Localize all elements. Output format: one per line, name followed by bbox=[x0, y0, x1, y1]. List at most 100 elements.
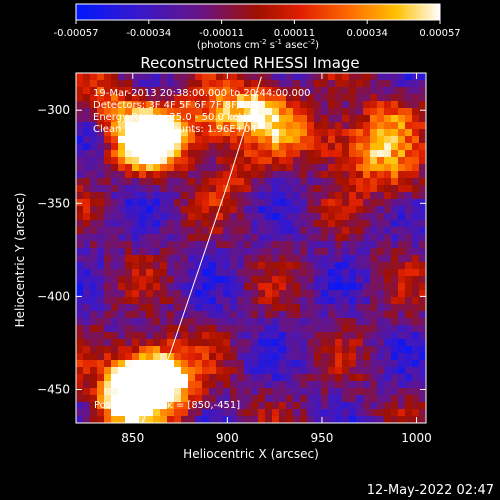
heatmap-cell bbox=[356, 129, 364, 137]
heatmap-cell bbox=[398, 353, 406, 361]
heatmap-cell bbox=[167, 227, 175, 235]
heatmap-cell bbox=[97, 115, 105, 123]
heatmap-cell bbox=[314, 269, 322, 277]
heatmap-cell bbox=[300, 108, 308, 116]
heatmap-cell bbox=[90, 276, 98, 284]
heatmap-cell bbox=[118, 248, 126, 256]
heatmap-cell bbox=[335, 360, 343, 368]
heatmap-cell bbox=[398, 297, 406, 305]
heatmap-cell bbox=[132, 283, 140, 291]
heatmap-cell bbox=[188, 129, 196, 137]
heatmap-cell bbox=[202, 262, 210, 270]
heatmap-cell bbox=[251, 87, 259, 95]
heatmap-cell bbox=[356, 185, 364, 193]
heatmap-cell bbox=[104, 101, 112, 109]
heatmap-cell bbox=[356, 409, 364, 417]
heatmap-cell bbox=[321, 248, 329, 256]
heatmap-cell bbox=[286, 332, 294, 340]
heatmap-cell bbox=[419, 157, 426, 165]
heatmap-cell bbox=[349, 402, 357, 410]
heatmap-cell bbox=[90, 381, 98, 389]
heatmap-cell bbox=[265, 283, 273, 291]
heatmap-cell bbox=[412, 325, 420, 333]
heatmap-cell bbox=[244, 318, 252, 326]
heatmap-cell bbox=[104, 381, 112, 389]
heatmap-cell bbox=[405, 416, 413, 423]
heatmap-cell bbox=[300, 339, 308, 347]
heatmap-cell bbox=[398, 409, 406, 417]
heatmap-cell bbox=[139, 402, 147, 410]
heatmap-cell bbox=[230, 255, 238, 263]
heatmap-cell bbox=[314, 339, 322, 347]
heatmap-cell bbox=[146, 255, 154, 263]
heatmap-cell bbox=[244, 241, 252, 249]
heatmap-cell bbox=[153, 374, 161, 382]
heatmap-cell bbox=[412, 220, 420, 228]
heatmap-cell bbox=[132, 171, 140, 179]
heatmap-cell bbox=[188, 409, 196, 417]
heatmap-cell bbox=[356, 374, 364, 382]
heatmap-cell bbox=[76, 108, 84, 116]
heatmap-cell bbox=[195, 283, 203, 291]
heatmap-cell bbox=[419, 220, 426, 228]
heatmap-cell bbox=[209, 227, 217, 235]
heatmap-cell bbox=[370, 178, 378, 186]
heatmap-cell bbox=[237, 332, 245, 340]
heatmap-cell bbox=[377, 164, 385, 172]
heatmap-cell bbox=[251, 164, 259, 172]
heatmap-cell bbox=[321, 339, 329, 347]
heatmap-cell bbox=[153, 255, 161, 263]
heatmap-cell bbox=[419, 185, 426, 193]
heatmap-cell bbox=[307, 178, 315, 186]
heatmap-cell bbox=[405, 241, 413, 249]
heatmap-cell bbox=[412, 101, 420, 109]
heatmap-cell bbox=[286, 73, 294, 81]
heatmap-cell bbox=[216, 255, 224, 263]
heatmap-cell bbox=[272, 157, 280, 165]
heatmap-cell bbox=[195, 248, 203, 256]
heatmap-cell bbox=[321, 206, 329, 214]
heatmap-cell bbox=[195, 255, 203, 263]
heatmap-cell bbox=[405, 87, 413, 95]
heatmap-cell bbox=[174, 325, 182, 333]
heatmap-cell bbox=[342, 339, 350, 347]
heatmap-cell bbox=[118, 255, 126, 263]
heatmap-cell bbox=[272, 339, 280, 347]
heatmap-cell bbox=[209, 262, 217, 270]
heatmap-cell bbox=[237, 269, 245, 277]
heatmap-cell bbox=[398, 388, 406, 396]
heatmap-cell bbox=[335, 367, 343, 375]
heatmap-cell bbox=[314, 234, 322, 242]
heatmap-cell bbox=[90, 227, 98, 235]
heatmap-cell bbox=[111, 367, 119, 375]
heatmap-cell bbox=[230, 241, 238, 249]
heatmap-cell bbox=[391, 213, 399, 221]
heatmap-cell bbox=[118, 332, 126, 340]
heatmap-cell bbox=[244, 283, 252, 291]
heatmap-cell bbox=[160, 171, 168, 179]
heatmap-cell bbox=[321, 381, 329, 389]
heatmap-cell bbox=[279, 206, 287, 214]
heatmap-cell bbox=[153, 171, 161, 179]
heatmap-cell bbox=[286, 94, 294, 102]
heatmap-cell bbox=[370, 304, 378, 312]
heatmap-cell bbox=[76, 192, 84, 200]
heatmap-cell bbox=[97, 360, 105, 368]
heatmap-cell bbox=[195, 115, 203, 123]
heatmap-cell bbox=[181, 283, 189, 291]
heatmap-cell bbox=[293, 248, 301, 256]
heatmap-cell bbox=[90, 283, 98, 291]
heatmap-cell bbox=[167, 220, 175, 228]
heatmap-cell bbox=[132, 80, 140, 88]
heatmap-cell bbox=[167, 388, 175, 396]
heatmap-cell bbox=[398, 381, 406, 389]
heatmap-cell bbox=[412, 416, 420, 423]
heatmap-cell bbox=[314, 353, 322, 361]
heatmap-cell bbox=[314, 122, 322, 130]
heatmap-cell bbox=[405, 206, 413, 214]
heatmap-cell bbox=[377, 346, 385, 354]
heatmap-cell bbox=[104, 150, 112, 158]
heatmap-cell bbox=[111, 262, 119, 270]
heatmap-cell bbox=[118, 115, 126, 123]
heatmap-cell bbox=[181, 164, 189, 172]
